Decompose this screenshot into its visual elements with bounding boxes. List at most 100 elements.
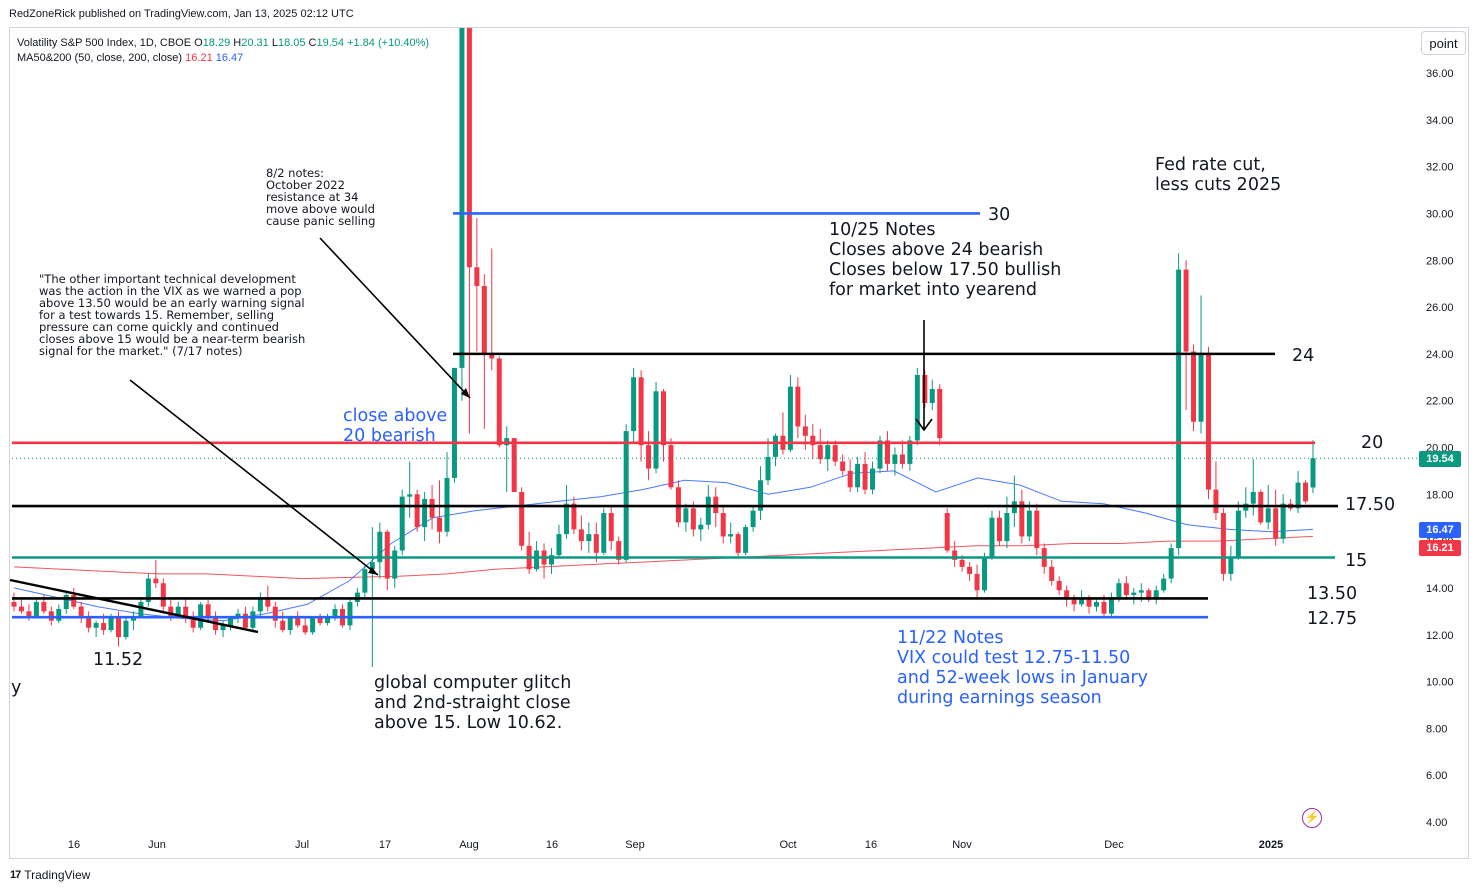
y-tick-label: 14.00: [1426, 583, 1454, 595]
y-tick-label: 8.00: [1426, 723, 1447, 735]
candle-body: [519, 491, 525, 546]
last-price-label: 19.54: [1419, 451, 1461, 467]
candle-body: [1094, 601, 1099, 607]
candle-body: [101, 623, 107, 631]
label-level-20: 20: [1361, 433, 1384, 453]
candle-body: [549, 555, 555, 565]
candle-body: [1034, 510, 1040, 549]
label-level-30: 30: [988, 205, 1011, 225]
lightning-icon[interactable]: ⚡: [1302, 808, 1322, 828]
candle-body: [1101, 601, 1107, 614]
candle-body: [287, 618, 293, 631]
candle-body: [272, 606, 278, 621]
candle-body: [1079, 597, 1085, 605]
legend-ma200-value: 16.47: [215, 52, 244, 64]
ma200-line: [13, 535, 1314, 580]
candle-body: [1168, 548, 1174, 579]
legend-ma-label: MA50&200 (50, close, 200, close): [17, 52, 183, 64]
candle-body: [787, 386, 793, 450]
price-scale-mode-button[interactable]: point: [1421, 31, 1466, 55]
candle-body: [160, 583, 166, 607]
candle-body: [1071, 599, 1077, 605]
y-tick-label: 18.00: [1426, 489, 1454, 501]
candle-body: [1064, 590, 1070, 600]
candle-body: [26, 611, 32, 617]
candle-body: [1123, 583, 1129, 595]
candle-body: [899, 454, 905, 464]
candle-body: [422, 498, 428, 528]
candle-body: [332, 609, 338, 617]
candle-body: [1004, 513, 1010, 542]
candle-body: [399, 496, 405, 551]
candle-body: [907, 440, 913, 464]
candle-body: [952, 550, 958, 560]
label-level-24: 24: [1292, 346, 1315, 366]
candle-body: [459, 28, 465, 368]
candle-body: [758, 480, 764, 511]
candle-body: [944, 513, 950, 551]
candle-body: [250, 611, 256, 628]
candle-body: [1191, 351, 1197, 422]
candle-body: [661, 391, 666, 446]
y-tick-label: 6.00: [1426, 770, 1447, 782]
chart-legend: Volatility S&P 500 Index, 1D, CBOE O18.2…: [17, 36, 429, 66]
legend-high: 20.31: [241, 37, 269, 49]
candle-body: [608, 513, 614, 542]
arrow-7-17-note: [129, 379, 379, 576]
candle-body: [1213, 489, 1219, 514]
candle-body: [870, 468, 876, 490]
candle-body: [832, 445, 838, 462]
candle-body: [646, 445, 652, 469]
candle-body: [578, 529, 584, 542]
y-tick-label: 26.00: [1426, 302, 1454, 314]
candle-body: [593, 534, 599, 553]
x-tick-label: Oct: [779, 839, 796, 851]
candle-body: [989, 517, 995, 558]
candle-body: [123, 620, 129, 638]
y-tick-label: 12.00: [1426, 630, 1454, 642]
candle-body: [638, 377, 644, 446]
candle-body: [347, 601, 353, 626]
x-tick-label: Nov: [952, 839, 972, 851]
x-tick-label: Aug: [459, 839, 479, 851]
candle-body: [765, 456, 771, 481]
candle-body: [847, 470, 853, 488]
candle-body: [877, 440, 883, 469]
label-level-15: 15: [1345, 551, 1368, 571]
arrow-10-25-head: [915, 418, 933, 432]
annotation-low-1152: 11.52: [93, 650, 144, 670]
candle-body: [71, 594, 77, 607]
candle-body: [220, 625, 226, 631]
x-tick-label: 16: [865, 839, 877, 851]
ma200-price-label: 16.47: [1419, 522, 1461, 538]
annotation-glitch: global computer glitch and 2nd-straight …: [374, 673, 572, 733]
tradingview-brand: TradingView: [24, 868, 91, 882]
candle-body: [1161, 578, 1167, 591]
x-tick-label: 2025: [1259, 839, 1283, 851]
candle-body: [78, 606, 84, 619]
y-tick-label: 34.00: [1426, 115, 1454, 127]
tradingview-logo[interactable]: 17 TradingView: [10, 868, 90, 882]
candle-body: [11, 601, 17, 607]
candle-body: [41, 601, 47, 612]
candle-body: [601, 513, 607, 553]
candle-body: [1228, 557, 1234, 574]
candle-body: [967, 566, 973, 574]
ma50-price-label: 16.21: [1419, 540, 1461, 556]
arrow-8-2-head: [461, 388, 470, 398]
annotation-10-25-notes: 10/25 Notes Closes above 24 bearish Clos…: [829, 220, 1062, 300]
candle-body: [1310, 458, 1316, 488]
candle-body: [855, 463, 861, 488]
x-tick-label: 16: [546, 839, 558, 851]
candle-body: [616, 541, 622, 560]
x-tick-label: Jun: [148, 839, 166, 851]
candle-body: [145, 578, 151, 602]
label-level-1350: 13.50: [1307, 584, 1358, 604]
candle-body: [407, 494, 413, 497]
chart-frame[interactable]: [9, 27, 1469, 859]
candle-body: [1265, 508, 1271, 523]
candle-body: [369, 562, 375, 570]
candle-body: [93, 623, 99, 628]
candle-body: [1235, 510, 1241, 558]
